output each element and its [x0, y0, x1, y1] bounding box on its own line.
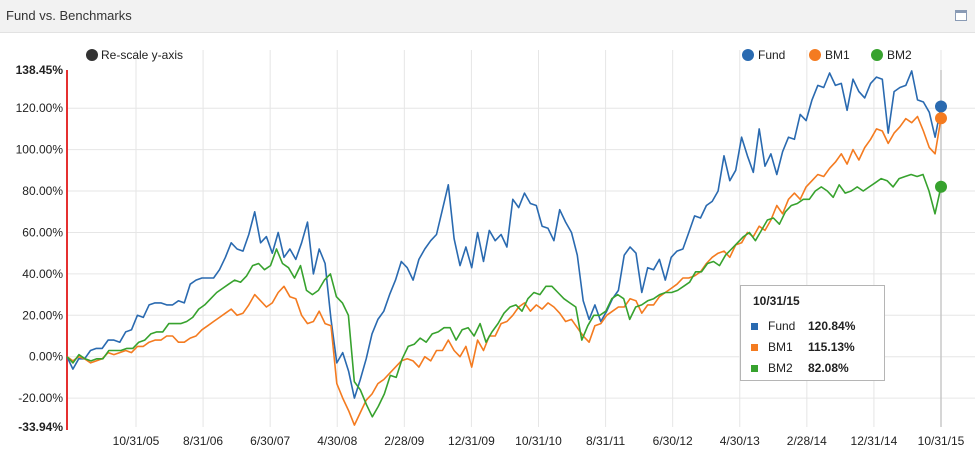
x-tick-label: 8/31/11	[586, 434, 625, 448]
panel-header: Fund vs. Benchmarks	[0, 0, 975, 33]
x-tick-label: 10/31/10	[515, 434, 562, 448]
tooltip-row-bm2: BM2 82.08%	[751, 361, 881, 377]
hover-markers	[935, 100, 947, 193]
legend-marker-bm2	[871, 49, 883, 61]
hover-marker-bm1	[935, 112, 947, 125]
legend-item-fund[interactable]: Fund	[742, 48, 785, 62]
series-line-bm1	[66, 115, 942, 426]
legend-item-bm1[interactable]: BM1	[809, 48, 850, 62]
tooltip-date: 10/31/15	[753, 294, 800, 308]
y-axis-max-label: 138.45%	[16, 63, 64, 77]
y-axis-tick-labels: -20.00% 0.00% 20.00% 40.00% 60.00% 80.00% 100.…	[16, 63, 64, 434]
tooltip-name-bm1: BM1	[768, 340, 793, 354]
x-tick-label: 8/31/06	[183, 434, 223, 448]
rescale-label[interactable]: Re-scale y-axis	[101, 48, 183, 62]
series-line-bm2	[66, 173, 942, 418]
series-lines	[66, 70, 942, 426]
legend-label-bm1: BM1	[825, 48, 850, 62]
tooltip-name-bm2: BM2	[768, 361, 793, 375]
x-axis-tick-labels: 10/31/05 8/31/06 6/30/07 4/30/08 2/28/09 12/3…	[113, 434, 965, 448]
legend: Fund BM1 BM2	[742, 48, 912, 62]
hover-marker-bm2	[935, 180, 947, 193]
series-line-fund	[66, 70, 942, 399]
tooltip-swatch-bm1	[751, 344, 758, 351]
y-tick-label: 120.00%	[16, 101, 64, 115]
legend-marker-bm1	[809, 49, 821, 61]
tooltip-row-fund: Fund 120.84%	[751, 319, 881, 335]
x-tick-label: 4/30/13	[720, 434, 760, 448]
x-tick-label: 4/30/08	[317, 434, 357, 448]
tooltip-swatch-fund	[751, 323, 758, 330]
maximize-icon[interactable]	[955, 10, 967, 21]
x-tick-label: 6/30/07	[250, 434, 290, 448]
grid	[67, 50, 975, 427]
y-tick-label: -20.00%	[18, 391, 63, 405]
panel-title: Fund vs. Benchmarks	[6, 8, 132, 23]
x-tick-label: 12/31/09	[448, 434, 495, 448]
legend-item-bm2[interactable]: BM2	[871, 48, 912, 62]
y-tick-label: 0.00%	[29, 350, 63, 364]
x-tick-label: 12/31/14	[851, 434, 898, 448]
y-axis-min-label: -33.94%	[18, 420, 63, 434]
tooltip-value-bm1: 115.13%	[808, 340, 855, 354]
y-tick-label: 60.00%	[22, 225, 63, 239]
x-tick-label: 2/28/14	[787, 434, 827, 448]
tooltip-value-fund: 120.84%	[808, 319, 856, 333]
tooltip-value-bm2: 82.08%	[808, 361, 849, 375]
y-tick-label: 40.00%	[22, 267, 63, 281]
rescale-y-axis-toggle[interactable]: Re-scale y-axis	[86, 48, 183, 62]
tooltip-row-bm1: BM1 115.13%	[751, 340, 881, 356]
legend-marker-fund	[742, 49, 754, 61]
rescale-radio-icon[interactable]	[86, 49, 98, 61]
legend-label-fund: Fund	[758, 48, 785, 62]
legend-label-bm2: BM2	[887, 48, 912, 62]
hover-marker-fund	[935, 100, 947, 113]
tooltip-name-fund: Fund	[768, 319, 796, 333]
y-tick-label: 100.00%	[16, 143, 64, 157]
data-tooltip: 10/31/15 Fund 120.84% BM1 115.13% BM2 82…	[740, 285, 885, 381]
x-tick-label: 6/30/12	[653, 434, 693, 448]
x-tick-label: 10/31/15	[918, 434, 965, 448]
x-tick-label: 2/28/09	[384, 434, 424, 448]
y-tick-label: 80.00%	[22, 184, 63, 198]
y-tick-label: 20.00%	[22, 308, 63, 322]
tooltip-swatch-bm2	[751, 365, 758, 372]
x-tick-label: 10/31/05	[113, 434, 160, 448]
